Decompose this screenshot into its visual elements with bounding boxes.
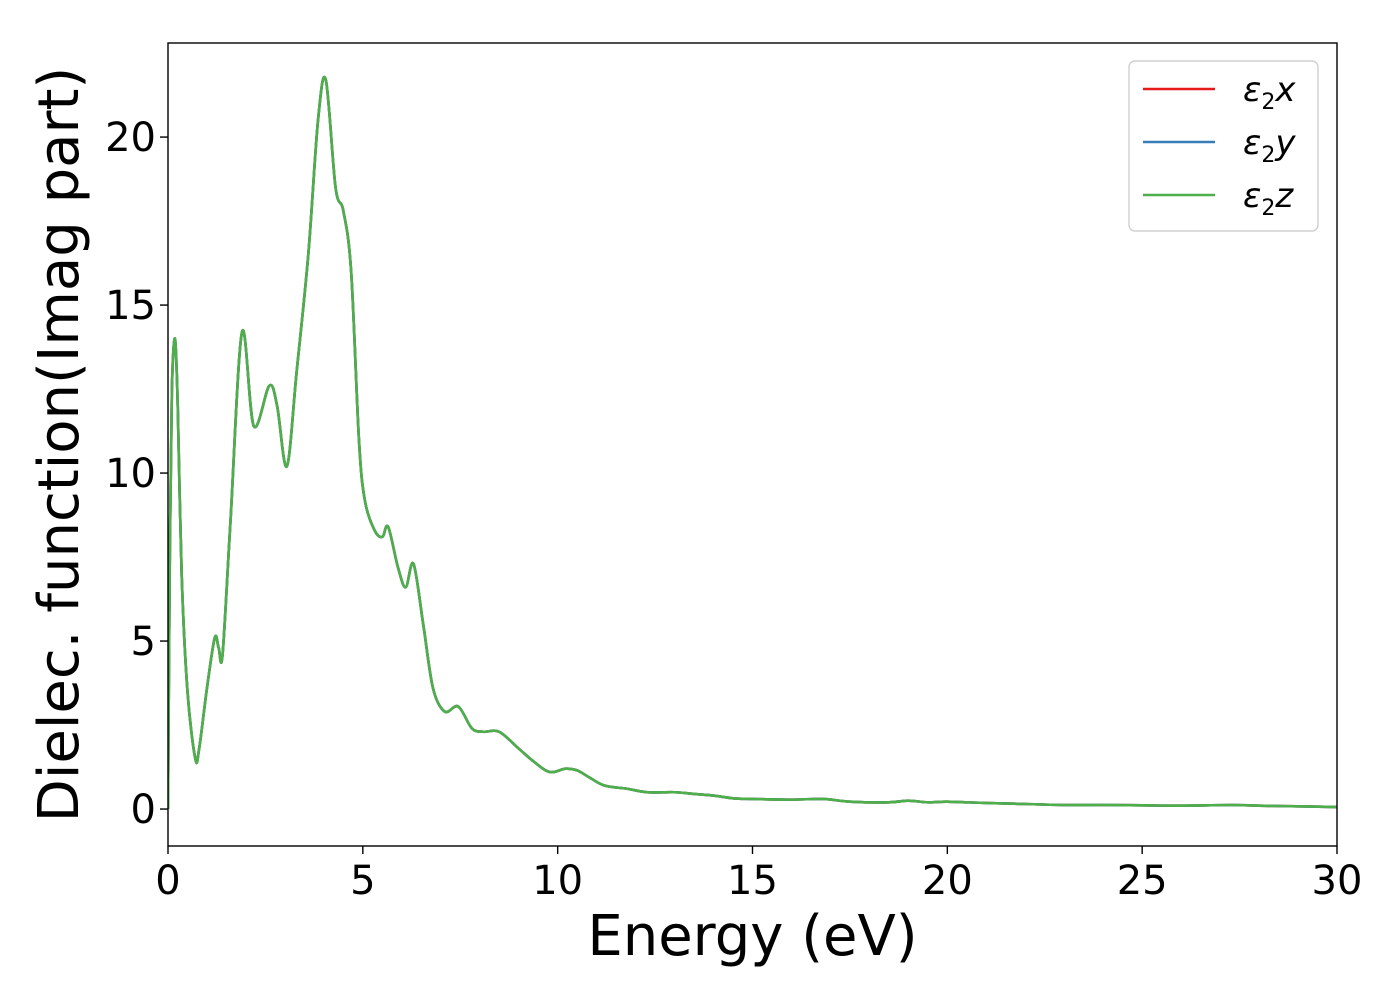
x-tick-label: 30 bbox=[1312, 858, 1363, 904]
x-tick-label: 5 bbox=[350, 858, 375, 904]
legend-label-1: ε2x bbox=[1243, 70, 1296, 115]
legend-label-2: ε2y bbox=[1243, 123, 1296, 168]
series-layer bbox=[168, 75, 1337, 810]
x-tick-label: 15 bbox=[727, 858, 778, 904]
legend-box bbox=[1128, 60, 1319, 232]
y-tick-label: 0 bbox=[131, 787, 156, 833]
y-tick-label: 10 bbox=[105, 451, 156, 497]
x-axis-title: Energy (eV) bbox=[587, 904, 917, 969]
series-line-3 bbox=[168, 75, 1337, 810]
y-axis-title: Dielec. function(Imag part) bbox=[27, 67, 92, 823]
y-tick-label: 20 bbox=[105, 115, 156, 161]
axes-layer: 0 5 10 15 20 25 30 0 5 10 15 20 bbox=[105, 42, 1363, 904]
x-tick-label: 25 bbox=[1117, 858, 1168, 904]
y-tick-label: 15 bbox=[105, 283, 156, 329]
x-tick-label: 0 bbox=[155, 858, 180, 904]
legend: ε2x ε2y ε2z bbox=[1128, 60, 1319, 232]
x-tick-label: 20 bbox=[922, 858, 973, 904]
x-tick-label: 10 bbox=[532, 858, 583, 904]
legend-label-3: ε2z bbox=[1243, 176, 1294, 221]
y-tick-label: 5 bbox=[131, 619, 156, 665]
